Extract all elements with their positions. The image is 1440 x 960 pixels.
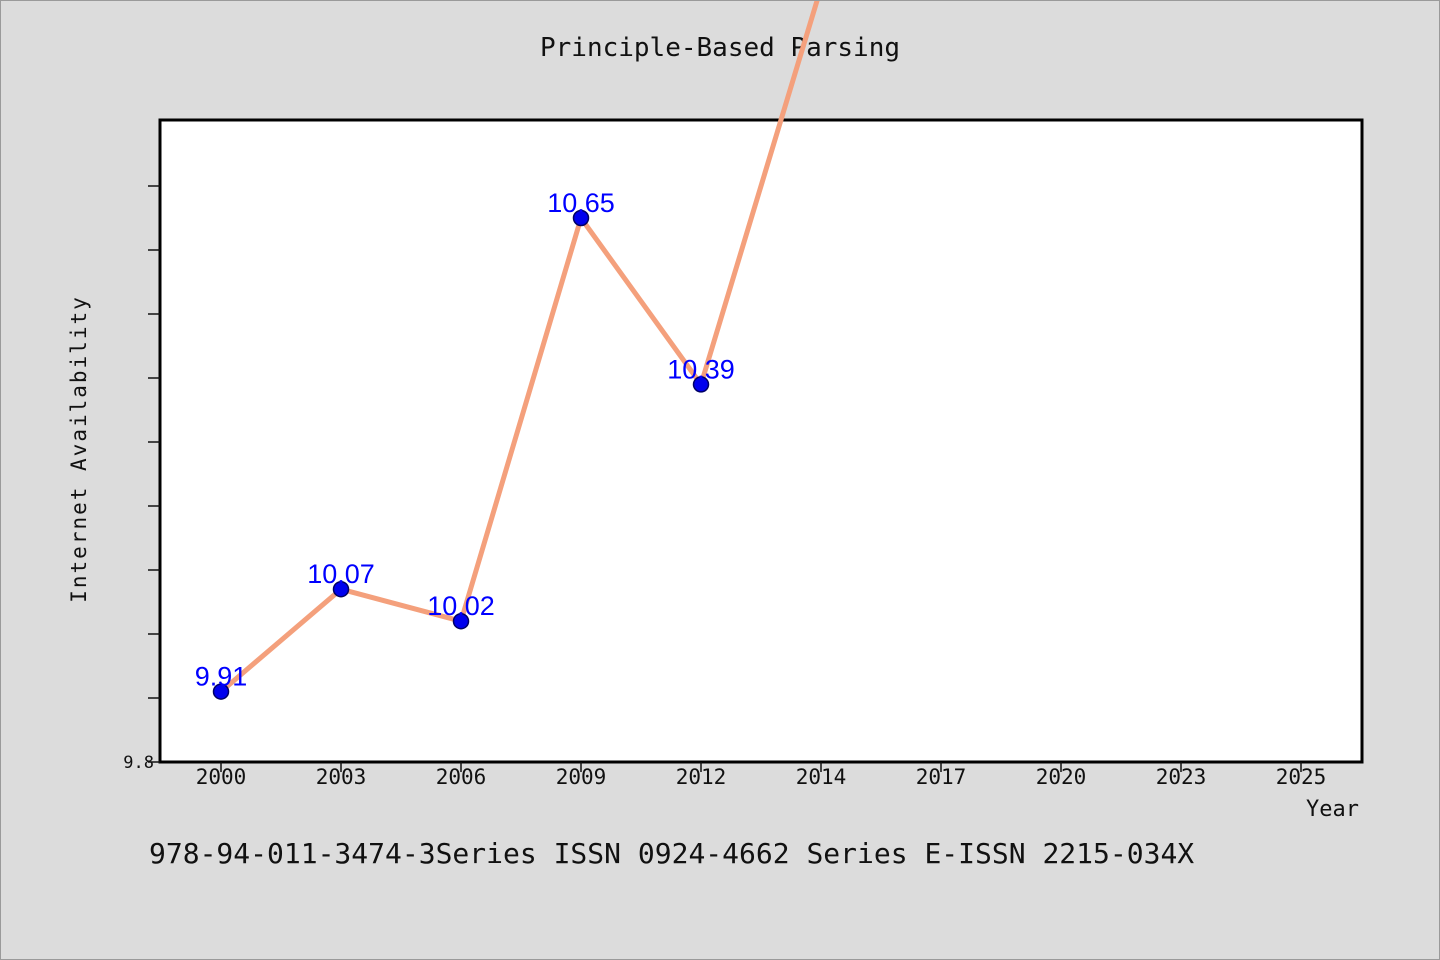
x-tick-label: 2020 [1036,765,1087,789]
x-axis-label: Year [1306,797,1359,822]
x-tick-label: 2000 [196,765,247,789]
x-tick-label: 2009 [556,765,607,789]
y-tick-label: 9.8 [123,753,154,773]
data-point [572,209,590,227]
data-label: 10.39 [667,354,735,384]
series-line [218,1,820,695]
x-tick-label: 2025 [1276,765,1327,789]
data-point [452,612,470,630]
data-label: 10.07 [307,559,375,589]
x-tick-label: 2017 [916,765,967,789]
data-label: 10.65 [547,188,615,218]
chart-title: Principle-Based Parsing [539,33,901,63]
x-tick-label: 2014 [796,765,847,789]
data-point [212,683,230,700]
plot-area [158,118,1364,764]
data-point [332,580,350,598]
data-point [692,376,710,393]
x-tick-label: 2003 [316,765,367,789]
data-label: 9.91 [195,662,248,692]
data-label: 10.02 [427,591,495,621]
footer-note: 978-94-011-3474-3Series ISSN 0924-4662 S… [149,837,1195,870]
x-tick-label: 2023 [1156,765,1207,789]
x-tick-label: 2006 [436,765,487,789]
x-tick-label: 2012 [676,765,727,789]
